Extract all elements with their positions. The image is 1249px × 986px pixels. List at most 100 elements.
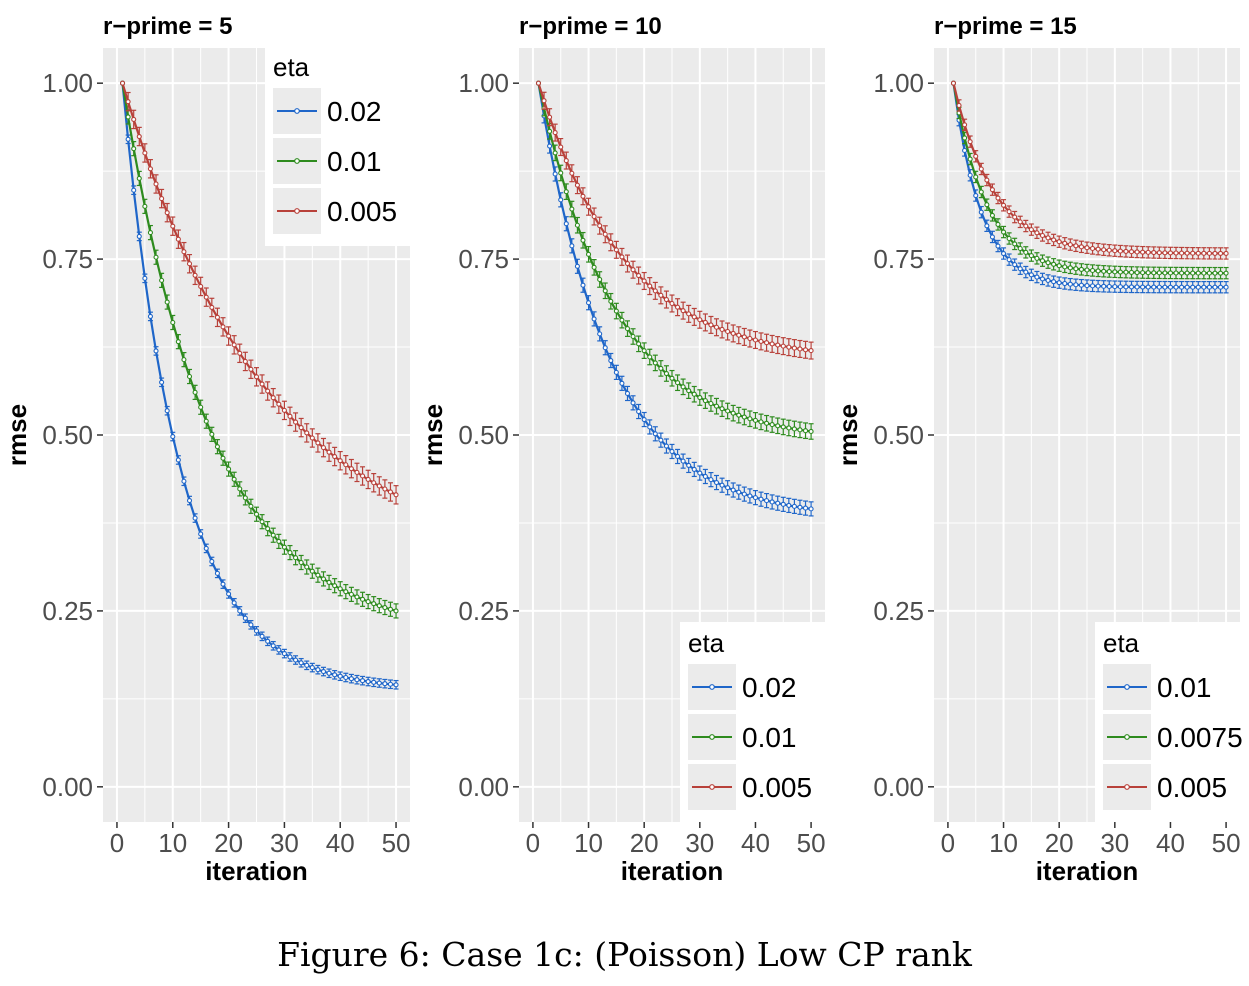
data-point xyxy=(1017,266,1023,272)
data-point xyxy=(136,233,142,239)
data-point xyxy=(1045,235,1051,241)
data-point xyxy=(797,346,803,352)
data-point xyxy=(1056,280,1062,286)
data-point xyxy=(713,403,720,409)
data-point xyxy=(287,413,293,419)
data-point xyxy=(1062,240,1068,246)
data-point xyxy=(1023,249,1029,255)
data-point xyxy=(1212,270,1218,276)
legend-label: 0.005 xyxy=(1157,772,1227,803)
data-point xyxy=(1128,269,1135,275)
data-point xyxy=(585,204,592,210)
data-point xyxy=(1062,280,1068,287)
legend-key-point xyxy=(294,208,300,214)
data-point xyxy=(725,328,731,335)
data-point xyxy=(175,339,181,345)
data-point xyxy=(686,311,692,317)
data-point xyxy=(371,480,377,486)
x-tick-label: 20 xyxy=(214,828,243,858)
data-point xyxy=(652,360,658,366)
data-point xyxy=(354,594,360,600)
series-0.02 xyxy=(535,80,814,517)
data-point xyxy=(242,615,248,621)
data-point xyxy=(1217,270,1224,276)
data-point xyxy=(802,428,809,434)
data-point xyxy=(995,195,1001,201)
data-point xyxy=(265,526,271,532)
data-point xyxy=(214,570,220,576)
data-point xyxy=(1145,270,1151,276)
data-point xyxy=(287,550,293,556)
series-0.005 xyxy=(950,80,1229,260)
data-point xyxy=(382,604,388,611)
data-point xyxy=(730,487,736,493)
data-point xyxy=(1190,270,1196,276)
data-point xyxy=(304,662,310,668)
data-point xyxy=(580,193,586,199)
data-point xyxy=(1045,277,1051,283)
data-point xyxy=(1112,248,1118,254)
y-tick-label: 0.25 xyxy=(873,596,924,626)
legend: eta 0.01 0.0075 0.005 xyxy=(1095,622,1249,822)
x-tick-label: 10 xyxy=(158,828,187,858)
legend-label: 0.005 xyxy=(327,196,397,227)
x-tick-label: 0 xyxy=(110,828,124,858)
x-tick-label: 40 xyxy=(741,828,770,858)
x-tick-label: 50 xyxy=(797,828,826,858)
data-point xyxy=(1017,219,1023,225)
y-tick-label: 0.00 xyxy=(873,772,924,802)
data-point xyxy=(293,657,299,663)
data-point xyxy=(1195,284,1201,290)
data-point xyxy=(159,379,165,385)
data-point xyxy=(636,272,642,279)
data-point xyxy=(702,473,708,480)
data-point xyxy=(276,647,282,653)
data-point xyxy=(967,156,973,162)
data-point xyxy=(764,340,770,346)
data-point xyxy=(281,407,287,413)
data-point xyxy=(136,133,142,140)
data-point xyxy=(563,158,569,164)
data-point xyxy=(203,418,209,424)
data-point xyxy=(259,519,265,525)
data-point xyxy=(214,444,220,450)
data-point xyxy=(1101,283,1107,289)
data-point xyxy=(259,381,265,387)
data-point xyxy=(1112,269,1118,275)
data-point xyxy=(791,503,797,509)
data-point xyxy=(808,506,814,512)
data-point xyxy=(1106,283,1112,290)
data-point xyxy=(697,470,703,476)
data-point xyxy=(619,380,625,386)
data-point xyxy=(242,358,248,364)
data-point xyxy=(1201,250,1207,256)
data-point xyxy=(304,564,310,570)
data-point xyxy=(808,428,814,435)
data-point xyxy=(1090,283,1096,289)
data-point xyxy=(1006,209,1012,215)
data-point xyxy=(1212,250,1218,256)
data-point xyxy=(1090,267,1096,274)
data-point xyxy=(563,189,569,195)
data-point xyxy=(326,579,332,585)
data-point xyxy=(1156,284,1162,290)
data-point xyxy=(1117,269,1123,275)
data-point xyxy=(1012,241,1018,247)
data-point xyxy=(387,606,394,612)
data-point xyxy=(354,677,360,683)
data-point xyxy=(186,373,193,380)
data-point xyxy=(1073,282,1079,288)
y-axis-title: rmse xyxy=(418,404,448,466)
data-point xyxy=(1134,269,1140,276)
data-point xyxy=(181,478,187,484)
data-point xyxy=(1006,235,1012,242)
data-point xyxy=(962,147,968,154)
data-point xyxy=(752,337,759,343)
y-tick-label: 0.50 xyxy=(873,420,924,450)
y-tick-label: 1.00 xyxy=(873,68,924,98)
data-point xyxy=(624,390,631,397)
y-axis-title: rmse xyxy=(2,404,32,466)
data-point xyxy=(153,348,159,354)
data-point xyxy=(658,292,664,298)
data-point xyxy=(337,458,343,464)
